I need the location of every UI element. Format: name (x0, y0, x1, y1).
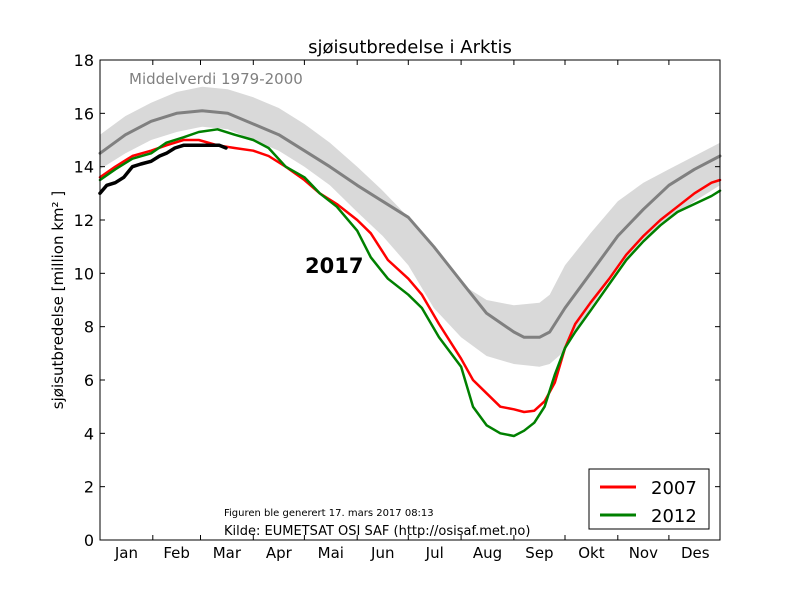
y-tick-label: 16 (74, 104, 94, 123)
y-tick-label: 0 (84, 531, 94, 550)
series-2007-line (98, 138, 722, 414)
series-mean-line (98, 109, 722, 339)
chart-title: sjøisutbredelse i Arktis (308, 37, 512, 58)
legend: 2007 2012 (588, 468, 710, 530)
year-annotation: 2017 (305, 254, 363, 278)
legend-label-2012: 2012 (651, 506, 697, 527)
series-2012-line (98, 128, 722, 438)
variability-band (100, 86, 720, 367)
x-tick-label: Apr (266, 544, 293, 562)
y-tick-label: 8 (84, 318, 94, 337)
source-note: Kilde: EUMETSAT OSI SAF (http://osisaf.m… (224, 524, 530, 539)
plot-layer (98, 86, 722, 438)
axis-layer: 0 2 4 6 8 10 12 14 16 18 Jan Feb Mar Apr Mai Jun Jul Aug S… (74, 51, 720, 562)
x-tick-label: Jun (370, 544, 394, 562)
x-tick-label: Jan (114, 544, 138, 562)
x-tick-label: Feb (163, 544, 190, 562)
x-tick-label: Sep (525, 544, 553, 562)
mean-annotation: Middelverdi 1979-2000 (129, 70, 303, 88)
x-tick-label: Okt (578, 544, 604, 562)
y-tick-label: 12 (74, 211, 94, 230)
x-tick-label: Jul (425, 544, 444, 562)
x-tick-label: Mai (318, 544, 344, 562)
generated-note: Figuren ble generert 17. mars 2017 08:13 (224, 508, 434, 519)
y-tick-label: 10 (74, 264, 94, 283)
plot-frame (99, 59, 721, 541)
x-tick-label: Nov (629, 544, 658, 562)
y-tick-label: 6 (84, 371, 94, 390)
y-tick-label: 4 (84, 424, 94, 443)
series-2017-line (98, 143, 228, 196)
y-tick-label: 18 (74, 51, 94, 70)
x-tick-label: Aug (473, 544, 502, 562)
y-axis-label: sjøisutbredelse [million km² ] (49, 191, 67, 409)
legend-label-2007: 2007 (651, 478, 697, 499)
y-tick-label: 2 (84, 478, 94, 497)
y-tick-label: 14 (74, 158, 94, 177)
legend-box (588, 468, 710, 530)
x-tick-label: Des (681, 544, 710, 562)
x-tick-label: Mar (213, 544, 242, 562)
